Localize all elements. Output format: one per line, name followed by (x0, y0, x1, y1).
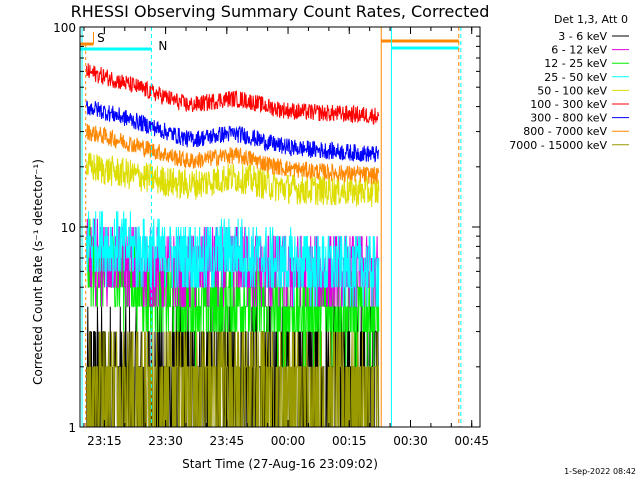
flag-label-s: S (97, 31, 105, 45)
x-tick-label: 00:00 (271, 434, 306, 448)
x-tick-label: 00:45 (454, 434, 489, 448)
series-line (86, 211, 380, 307)
y-axis-label: Corrected Count Rate (s⁻¹ detector⁻¹) (31, 159, 45, 385)
y-tick-label: 1 (68, 421, 76, 435)
legend-label: 12 - 25 keV (544, 57, 607, 70)
legend-label: 7000 - 15000 keV (509, 139, 607, 152)
legend-label: 3 - 6 keV (558, 30, 607, 43)
legend-header: Det 1,3, Att 0 (554, 13, 628, 26)
legend-label: 800 - 7000 keV (523, 125, 607, 138)
chart-title: RHESSI Observing Summary Count Rates, Co… (71, 2, 490, 21)
timestamp-label: 1-Sep-2022 08:42 (564, 467, 636, 476)
y-tick-label: 100 (53, 21, 76, 35)
series-line (86, 152, 380, 208)
series-line (86, 218, 380, 368)
x-tick-label: 00:15 (332, 434, 367, 448)
x-axis-label: Start Time (27-Aug-16 23:09:02) (182, 457, 378, 471)
legend-label: 6 - 12 keV (551, 44, 607, 57)
flag-label-n: N (158, 39, 167, 53)
axis-layer: 23:15 23:30 23:45 00:00 00:15 00:30 00:45 1 10 10… (53, 21, 489, 448)
x-tick-label: 23:45 (210, 434, 245, 448)
series-line (86, 63, 380, 125)
flag-layer: SN (80, 27, 462, 427)
x-tick-label: 23:15 (87, 434, 122, 448)
series-layer (86, 63, 380, 428)
legend-label: 50 - 100 keV (537, 84, 607, 97)
legend-label: 300 - 800 keV (530, 112, 607, 125)
series-line (86, 100, 380, 163)
series-line (86, 123, 380, 186)
series-line (86, 218, 379, 308)
y-tick-label: 10 (61, 221, 76, 235)
legend-label: 100 - 300 keV (530, 98, 607, 111)
x-tick-label: 00:30 (393, 434, 428, 448)
legend-label: 25 - 50 keV (544, 71, 607, 84)
x-tick-label: 23:30 (148, 434, 183, 448)
